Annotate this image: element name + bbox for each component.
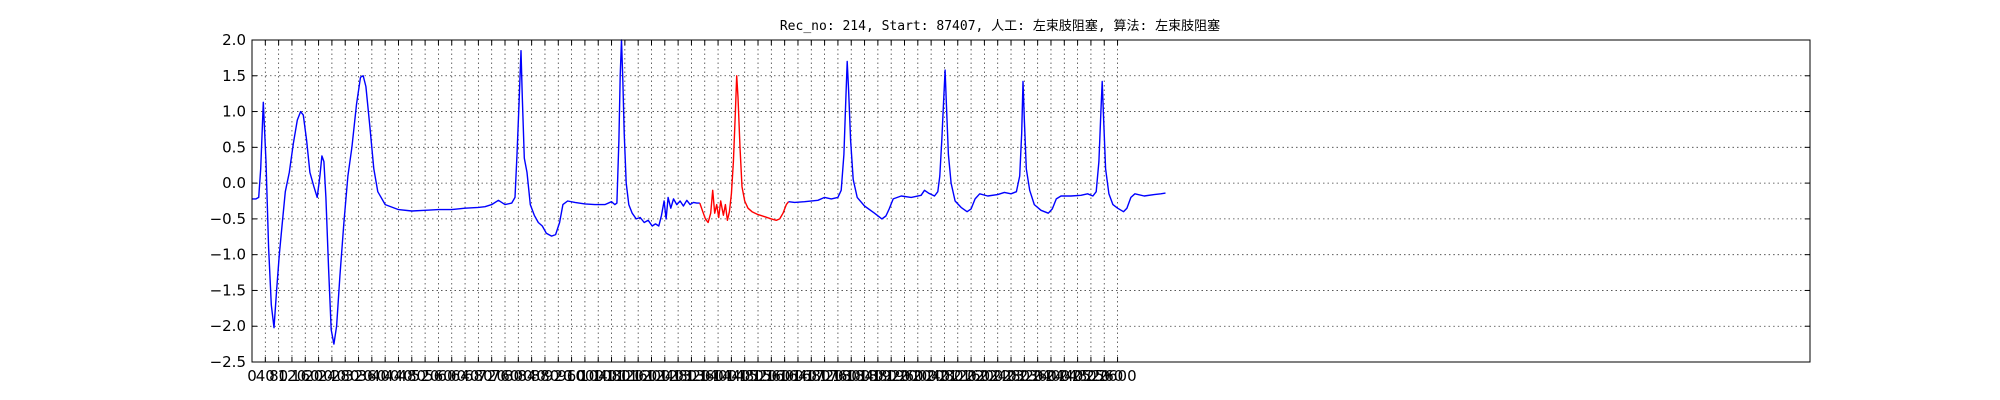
series-line — [252, 39, 700, 345]
x-tick-label: 1440 — [712, 367, 750, 385]
x-tick-label: 1840 — [845, 367, 883, 385]
x-tick-label: 2560 — [1085, 367, 1123, 385]
x-tick-label: 2280 — [992, 367, 1030, 385]
x-tick-label: 440 — [384, 367, 413, 385]
x-tick-label: 2320 — [1005, 367, 1043, 385]
x-tick-label: 80 — [269, 367, 288, 385]
x-tick-label: 1280 — [659, 367, 697, 385]
series-line — [788, 60, 1166, 220]
x-tick-label: 1000 — [566, 367, 604, 385]
x-tick-label: 840 — [517, 367, 546, 385]
x-tick-label: 640 — [451, 367, 480, 385]
x-tick-label: 2520 — [1072, 367, 1110, 385]
x-tick-label: 40 — [256, 367, 275, 385]
x-tick-label: 920 — [544, 367, 573, 385]
x-tick-label: 520 — [411, 367, 440, 385]
x-tick-label: 1400 — [699, 367, 737, 385]
x-tick-label: 160 — [291, 367, 320, 385]
series-group — [252, 39, 1166, 345]
x-tick-label: 1600 — [766, 367, 804, 385]
x-tick-label: 1560 — [752, 367, 790, 385]
x-tick-label: 2600 — [1098, 367, 1136, 385]
y-tick-label: 1.0 — [222, 103, 246, 121]
x-tick-label: 600 — [437, 367, 466, 385]
y-tick-label: −1.0 — [210, 246, 246, 264]
x-tick-label: 2200 — [965, 367, 1003, 385]
x-tick-label: 1200 — [632, 367, 670, 385]
x-tick-label: 1880 — [859, 367, 897, 385]
x-tick-label: 560 — [424, 367, 453, 385]
chart-title: Rec_no: 214, Start: 87407, 人工: 左束肢阻塞, 算法… — [780, 18, 1220, 34]
y-tick-label: 2.0 — [222, 31, 246, 49]
x-tick-label: 360 — [358, 367, 387, 385]
x-tick-label: 2040 — [912, 367, 950, 385]
x-tick-label: 1240 — [646, 367, 684, 385]
x-tick-label: 2160 — [952, 367, 990, 385]
axis-tick-labels: 2.01.51.00.50.0−0.5−1.0−1.5−2.0−2.504080… — [210, 31, 1137, 385]
x-tick-label: 0 — [247, 367, 257, 385]
x-tick-label: 480 — [397, 367, 426, 385]
x-tick-label: 200 — [304, 367, 333, 385]
x-tick-label: 1160 — [619, 367, 657, 385]
x-tick-label: 2120 — [939, 367, 977, 385]
x-tick-label: 2000 — [899, 367, 937, 385]
plot-frame — [251, 39, 1811, 363]
x-tick-label: 2480 — [1059, 367, 1097, 385]
x-tick-label: 680 — [464, 367, 493, 385]
y-tick-label: −1.5 — [210, 281, 246, 299]
x-tick-label: 1920 — [872, 367, 910, 385]
x-tick-label: 800 — [504, 367, 533, 385]
x-tick-label: 720 — [477, 367, 506, 385]
axis-ticks — [251, 39, 1810, 363]
x-tick-label: 1640 — [779, 367, 817, 385]
x-tick-label: 960 — [557, 367, 586, 385]
x-tick-label: 880 — [531, 367, 560, 385]
x-tick-label: 1120 — [606, 367, 644, 385]
x-tick-label: 1040 — [579, 367, 617, 385]
x-tick-label: 2400 — [1032, 367, 1070, 385]
x-tick-label: 120 — [278, 367, 307, 385]
x-tick-label: 1760 — [819, 367, 857, 385]
x-tick-label: 1320 — [672, 367, 710, 385]
x-tick-label: 1520 — [739, 367, 777, 385]
x-tick-label: 320 — [344, 367, 373, 385]
x-tick-label: 2360 — [1019, 367, 1057, 385]
y-tick-label: 0.5 — [222, 138, 246, 156]
y-tick-label: 1.5 — [222, 67, 246, 85]
x-tick-label: 1480 — [726, 367, 764, 385]
y-tick-label: −2.5 — [210, 353, 246, 371]
x-tick-label: 1960 — [885, 367, 923, 385]
series-line-highlight — [699, 75, 790, 224]
x-tick-label: 760 — [491, 367, 520, 385]
x-tick-label: 1080 — [592, 367, 630, 385]
x-tick-label: 2080 — [925, 367, 963, 385]
y-tick-label: −0.5 — [210, 210, 246, 228]
x-tick-label: 400 — [371, 367, 400, 385]
x-tick-label: 1800 — [832, 367, 870, 385]
x-tick-label: 1680 — [792, 367, 830, 385]
x-tick-label: 1360 — [686, 367, 724, 385]
x-tick-label: 2440 — [1045, 367, 1083, 385]
y-tick-label: 0.0 — [222, 174, 246, 192]
y-tick-label: −2.0 — [210, 317, 246, 335]
x-tick-label: 240 — [318, 367, 347, 385]
x-tick-label: 280 — [331, 367, 360, 385]
x-tick-label: 1720 — [806, 367, 844, 385]
x-tick-label: 2240 — [979, 367, 1017, 385]
